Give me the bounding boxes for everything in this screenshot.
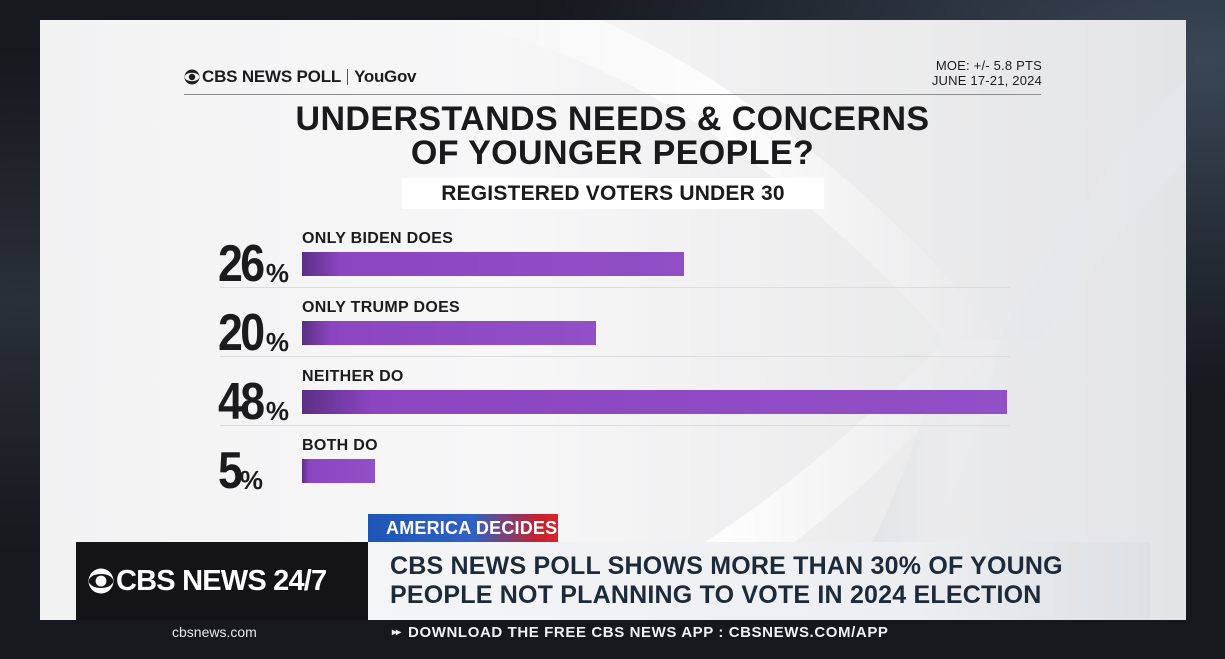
poll-dates: JUNE 17-21, 2024 bbox=[931, 73, 1042, 88]
value-label: 26% bbox=[218, 232, 298, 293]
value-label: 20% bbox=[218, 301, 298, 362]
header-rule bbox=[184, 94, 1041, 95]
value-number: 26 bbox=[218, 235, 265, 293]
headline-banner: CBS NEWS POLL SHOWS MORE THAN 30% OF YOU… bbox=[368, 542, 1150, 620]
value-number: 20 bbox=[218, 304, 265, 362]
category-label: BOTH DO bbox=[302, 437, 378, 454]
value-number: 5 bbox=[218, 442, 243, 500]
chart-subtitle: REGISTERED VOTERS UNDER 30 bbox=[402, 178, 824, 209]
percent-sign: % bbox=[239, 465, 264, 495]
chart-title: UNDERSTANDS NEEDS & CONCERNS OF YOUNGER … bbox=[184, 102, 1041, 170]
percent-sign: % bbox=[265, 327, 289, 357]
percent-sign: % bbox=[265, 396, 289, 426]
poll-partner: YouGov bbox=[354, 67, 417, 86]
ticker-site: cbsnews.com bbox=[172, 624, 257, 640]
category-label: ONLY TRUMP DOES bbox=[302, 299, 461, 316]
chart-title-line-1: UNDERSTANDS NEEDS & CONCERNS bbox=[295, 100, 930, 138]
bar bbox=[302, 459, 375, 483]
network-bug: CBS NEWS 24/7 bbox=[76, 542, 368, 620]
ticker-message: ▸▸ DOWNLOAD THE FREE CBS NEWS APP : CBSN… bbox=[392, 620, 889, 644]
bar bbox=[302, 321, 596, 345]
headline-line-1: CBS NEWS POLL SHOWS MORE THAN 30% OF YOU… bbox=[390, 552, 1063, 580]
percent-sign: % bbox=[265, 258, 289, 288]
cbs-eye-icon bbox=[88, 568, 114, 594]
row-separator bbox=[220, 425, 1010, 426]
poll-brand: CBS NEWS POLL YouGov bbox=[184, 66, 416, 88]
row-separator bbox=[220, 356, 1010, 357]
double-chevron-icon: ▸▸ bbox=[392, 626, 401, 638]
brand-separator bbox=[347, 69, 349, 85]
poll-graphic-screen: CBS NEWS POLL YouGov MOE: +/- 5.8 PTS JU… bbox=[40, 20, 1186, 620]
poll-meta: MOE: +/- 5.8 PTS JUNE 17-21, 2024 bbox=[932, 58, 1042, 88]
value-label: 5% bbox=[218, 439, 298, 500]
poll-brand-name: CBS NEWS POLL bbox=[202, 67, 342, 86]
bar bbox=[302, 390, 1007, 414]
margin-of-error: MOE: +/- 5.8 PTS bbox=[935, 58, 1042, 73]
ticker-bar: cbsnews.com ▸▸ DOWNLOAD THE FREE CBS NEW… bbox=[76, 620, 1150, 644]
america-decides-tag: AMERICA DECIDES bbox=[368, 514, 558, 542]
row-separator bbox=[220, 287, 1010, 288]
bar bbox=[302, 252, 684, 276]
headline-line-2: PEOPLE NOT PLANNING TO VOTE IN 2024 ELEC… bbox=[390, 581, 1042, 609]
category-label: ONLY BIDEN DOES bbox=[302, 230, 454, 247]
chart-title-line-2: OF YOUNGER PEOPLE? bbox=[410, 134, 815, 172]
ticker-message-text: DOWNLOAD THE FREE CBS NEWS APP : CBSNEWS… bbox=[408, 623, 889, 641]
category-label: NEITHER DO bbox=[302, 368, 404, 385]
value-label: 48% bbox=[218, 370, 298, 431]
cbs-eye-icon bbox=[184, 69, 200, 85]
network-name: CBS NEWS 24/7 bbox=[116, 564, 327, 597]
value-number: 48 bbox=[218, 373, 265, 431]
